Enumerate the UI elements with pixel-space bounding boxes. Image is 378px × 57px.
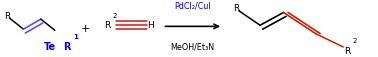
Text: R: R xyxy=(104,21,110,30)
Text: PdCl₂/CuI: PdCl₂/CuI xyxy=(175,2,211,10)
Text: 1: 1 xyxy=(73,33,78,39)
Text: R: R xyxy=(64,41,71,51)
Text: R: R xyxy=(234,4,240,13)
Text: +: + xyxy=(81,24,90,33)
Text: R: R xyxy=(344,46,350,55)
Text: Te: Te xyxy=(43,41,56,51)
Text: 2: 2 xyxy=(113,13,117,19)
Text: H: H xyxy=(147,21,154,30)
Text: MeOH/Et₃N: MeOH/Et₃N xyxy=(171,42,215,51)
Text: R: R xyxy=(4,12,10,20)
Text: 2: 2 xyxy=(353,37,357,43)
